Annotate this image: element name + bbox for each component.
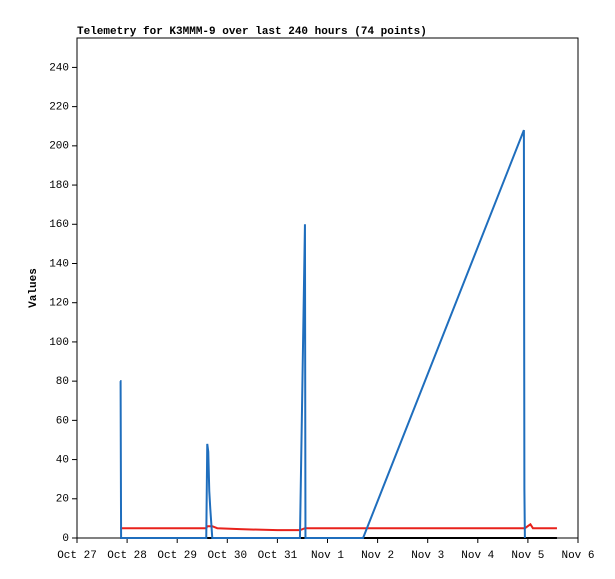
y-tick-label: 180 — [49, 180, 69, 192]
y-tick-label: 0 — [62, 533, 69, 545]
series-line — [120, 522, 557, 532]
x-tick-label: Oct 28 — [107, 550, 147, 562]
x-tick-label: Nov 5 — [511, 550, 544, 562]
x-tick-label: Oct 29 — [157, 550, 197, 562]
x-tick-label: Oct 31 — [258, 550, 298, 562]
chart-title: Telemetry for K3MMM-9 over last 240 hour… — [77, 26, 427, 38]
y-tick-label: 240 — [49, 62, 69, 74]
y-tick-label: 100 — [49, 337, 69, 349]
y-tick-label: 220 — [49, 102, 69, 114]
y-tick-label: 20 — [56, 494, 69, 506]
y-axis-label: Values — [28, 268, 40, 308]
x-tick-label: Nov 2 — [361, 550, 394, 562]
x-tick-label: Nov 4 — [461, 550, 494, 562]
x-tick-label: Nov 1 — [311, 550, 344, 562]
y-tick-label: 120 — [49, 298, 69, 310]
y-tick-label: 80 — [56, 376, 69, 388]
x-tick-label: Nov 6 — [561, 550, 594, 562]
plot-frame — [76, 37, 579, 539]
x-tick-label: Nov 3 — [411, 550, 444, 562]
y-tick-label: 200 — [49, 141, 69, 153]
x-tick-label: Oct 30 — [207, 550, 247, 562]
series-line — [119, 129, 526, 539]
y-tick-label: 60 — [56, 415, 69, 427]
y-tick-label: 140 — [49, 258, 69, 270]
y-tick-label: 40 — [56, 454, 69, 466]
x-tick-label: Oct 27 — [57, 550, 97, 562]
y-tick-label: 160 — [49, 219, 69, 231]
